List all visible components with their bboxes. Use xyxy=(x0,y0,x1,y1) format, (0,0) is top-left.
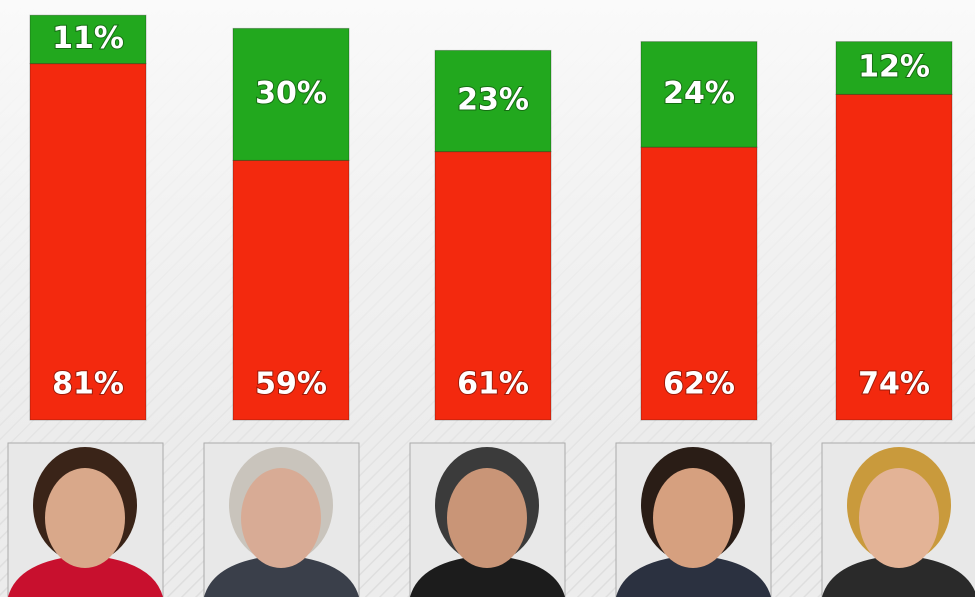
value-label: 23% xyxy=(457,83,529,118)
bar-segment xyxy=(434,49,552,153)
photo xyxy=(7,442,164,597)
photo-body xyxy=(822,555,975,597)
photo-body xyxy=(616,555,771,597)
value-label: 59% xyxy=(255,367,327,402)
photo-face xyxy=(859,468,939,568)
bar-segment xyxy=(835,41,953,95)
photo xyxy=(615,442,772,597)
bar-segment xyxy=(29,63,147,421)
photo xyxy=(203,442,360,597)
value-label: 62% xyxy=(663,367,735,402)
photo-face xyxy=(45,468,125,568)
value-label: 61% xyxy=(457,367,529,402)
value-label: 81% xyxy=(52,367,124,402)
bar-segment xyxy=(232,27,350,161)
bar-segment xyxy=(640,41,758,148)
photo-body xyxy=(410,555,565,597)
value-label: 74% xyxy=(858,367,930,402)
bar-segment xyxy=(29,14,147,65)
bar-segment xyxy=(434,151,552,421)
photo-body xyxy=(204,555,359,597)
photo-face xyxy=(653,468,733,568)
bar-segment xyxy=(232,159,350,421)
bar-segment xyxy=(640,146,758,421)
value-label: 24% xyxy=(663,76,735,111)
bar-segment xyxy=(835,93,953,421)
photo-body xyxy=(8,555,163,597)
photo xyxy=(409,442,566,597)
value-label: 12% xyxy=(858,50,930,85)
photo-face xyxy=(241,468,321,568)
photo-face xyxy=(447,468,527,568)
photo xyxy=(821,442,975,597)
value-label: 30% xyxy=(255,76,327,111)
value-label: 11% xyxy=(52,21,124,56)
